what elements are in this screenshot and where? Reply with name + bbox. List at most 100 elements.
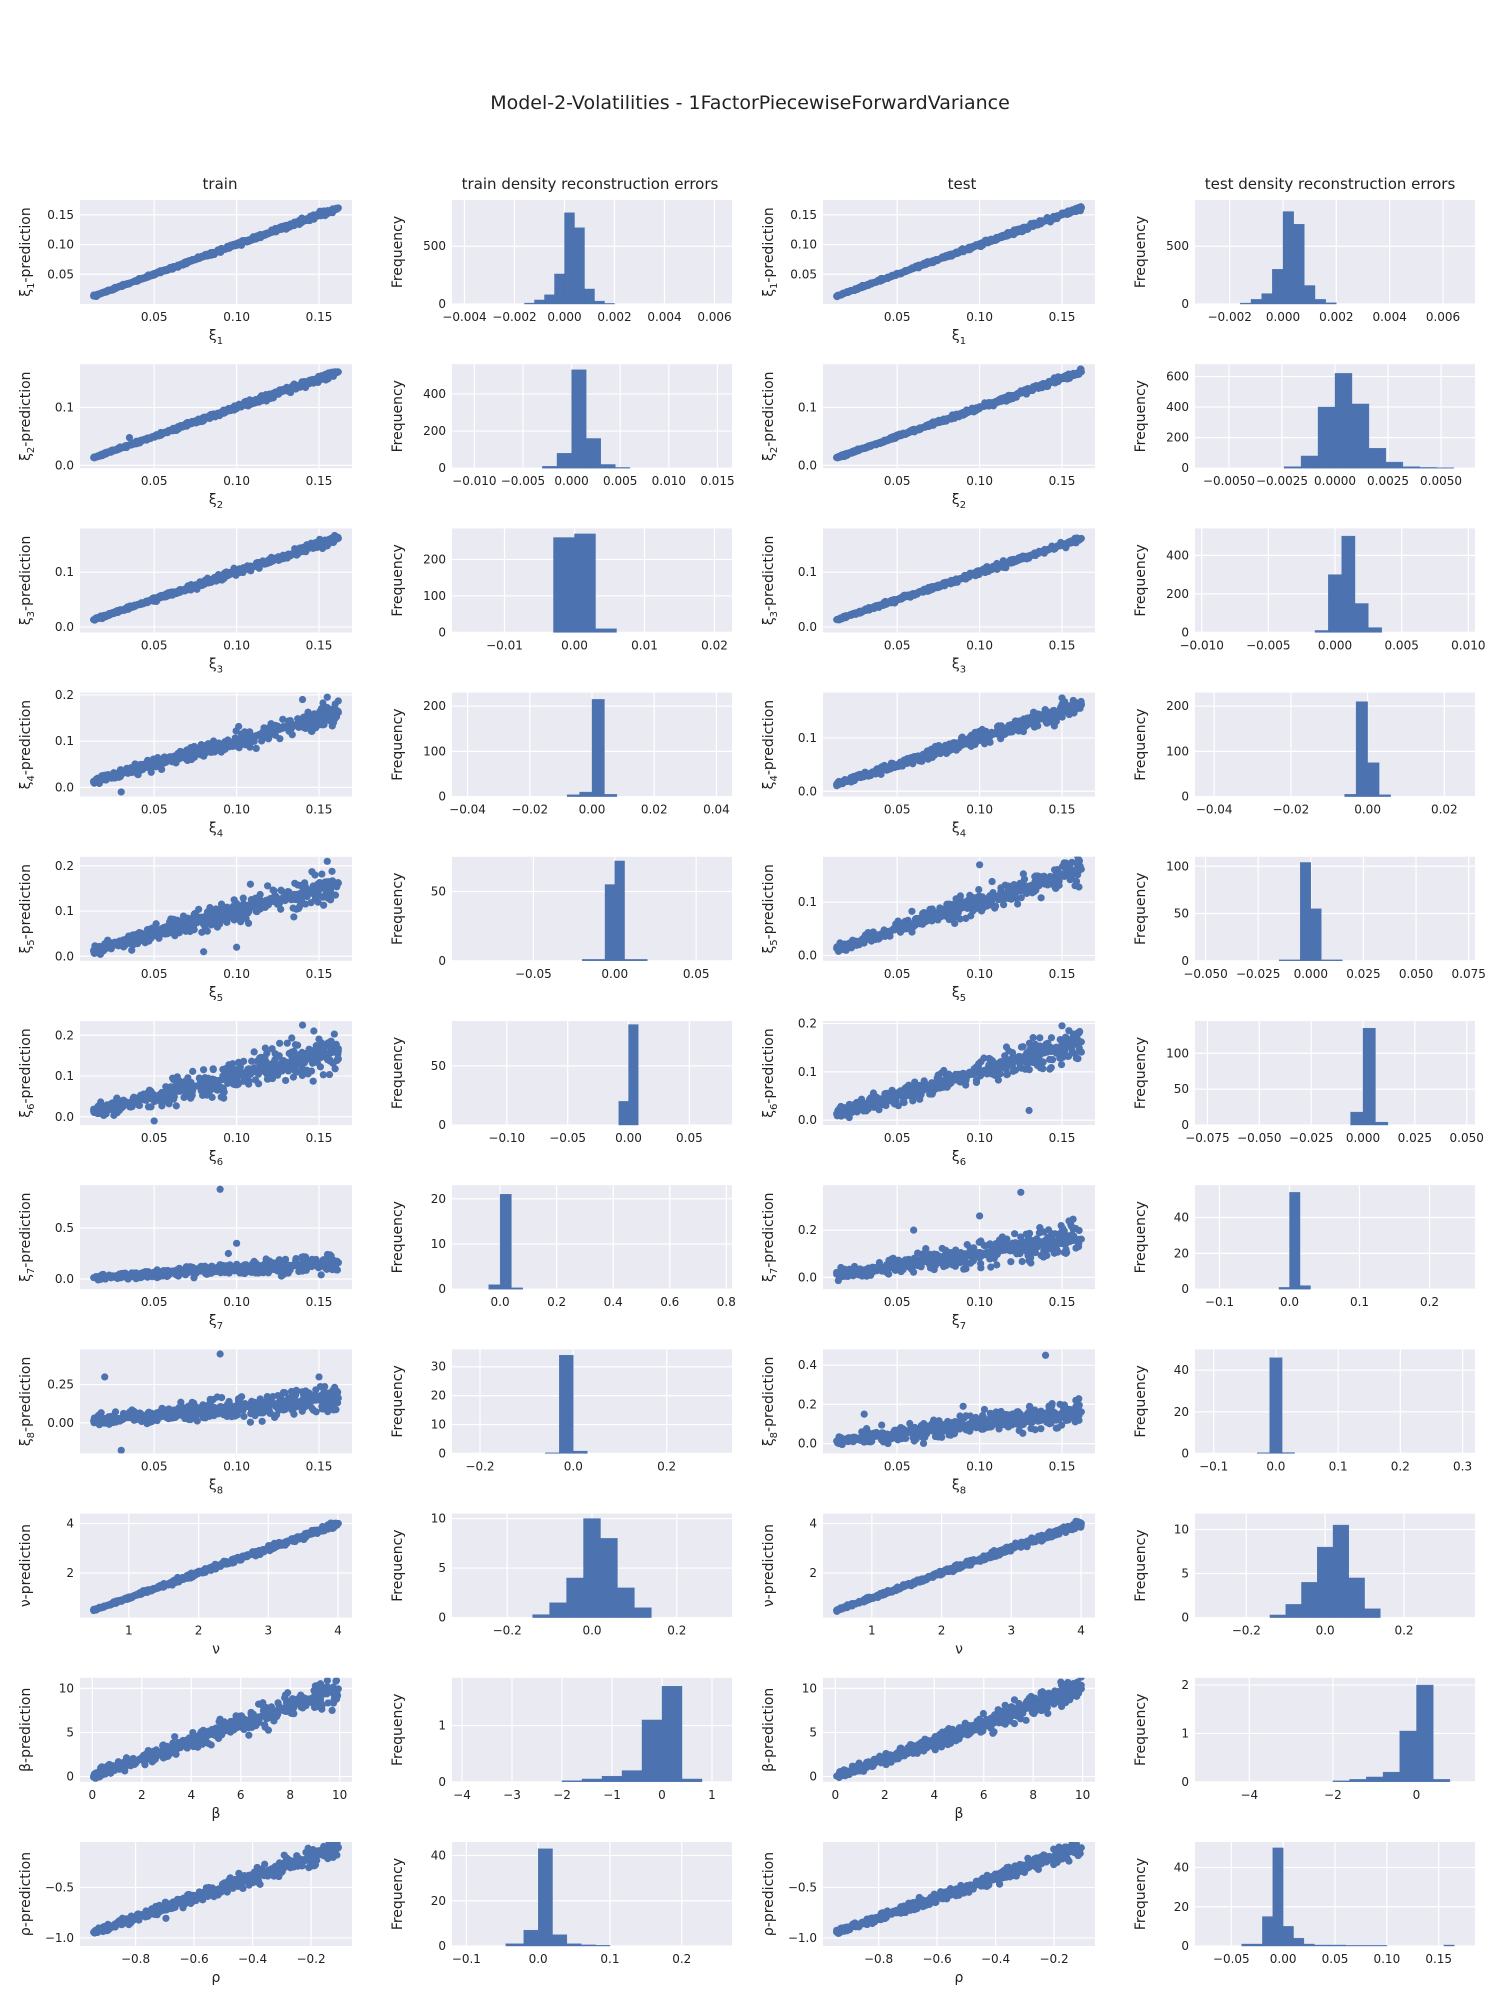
x-tick-label: −0.02 [1272,803,1309,817]
scatter-point [264,882,272,890]
histogram-bar [1321,959,1343,962]
histogram-bar [1334,373,1353,469]
y-tick-label: 0.1 [798,565,817,579]
scatter-point [331,700,339,708]
y-tick-label: 0 [1181,954,1189,968]
scatter-point [304,708,312,716]
histogram-bar [1300,455,1319,469]
scatter-core [833,701,1085,788]
scatter-point [278,887,286,895]
x-tick-label: 0.10 [223,803,250,817]
plot-area [452,200,732,304]
column-title-train-errors: train density reconstruction errors [461,175,719,193]
y-axis-label: Frequency [1133,380,1149,452]
x-tick-label: −0.004 [442,310,486,324]
histogram-bar [614,860,625,962]
scatter-point [320,720,328,729]
scatter-point [328,722,336,730]
scatter-point [988,877,996,886]
histogram-bar [1402,466,1421,469]
x-axis-label: ξ6 [209,1149,223,1168]
plot-area [1195,692,1475,797]
histogram-bar [594,300,605,305]
x-tick-label: 0.05 [884,310,911,324]
scatter-points [90,693,342,796]
x-tick-label: 0.00 [579,803,606,817]
scatter-point [324,1039,332,1047]
histogram-bar [556,453,572,469]
scatter-outlier [200,948,208,956]
y-axis-label: ξ3-prediction [18,536,37,625]
scatter-point [321,892,329,900]
y-tick-label: 0.0 [798,784,817,798]
scatter-core [90,709,342,785]
histogram-bar [554,273,565,305]
x-tick-label: 0.05 [884,638,911,652]
scatter-point [289,1073,298,1081]
scatter-point [318,870,326,878]
x-tick-label: 0.10 [223,967,250,981]
y-tick-label: 0.1 [55,904,74,918]
scatter-core [90,368,342,462]
y-tick-label: 100 [1166,859,1189,873]
scatter-core [833,368,1085,462]
y-tick-label: 0.0 [798,620,817,634]
histogram-bar [1317,406,1336,469]
x-axis-label: ξ5 [952,985,966,1004]
x-axis-label: ξ3 [952,656,966,675]
x-tick-label: 0.15 [306,638,333,652]
scatter-point [908,907,916,915]
scatter-point [310,1027,318,1035]
scatter-points [90,368,342,462]
y-tick-label: 0 [1181,297,1189,311]
scatter-point [237,918,245,926]
x-tick-label: 0.000 [1294,967,1328,981]
y-tick-label: 0.2 [55,688,74,702]
x-tick-label: 0.15 [306,310,333,324]
y-tick-label: 0.0 [55,1110,74,1124]
histogram-bar [564,212,575,305]
x-tick-label: 0.004 [647,310,681,324]
scatter-point [189,1067,197,1075]
scatter-point [290,913,298,921]
x-axis-label: ξ1 [209,328,223,347]
histogram-bar [1368,448,1387,469]
x-tick-label: 0.05 [884,803,911,817]
scatter-outlier [125,433,134,442]
x-tick-label: 0.02 [1431,803,1458,817]
scatter-point [1035,873,1043,881]
x-tick-label: 0.05 [141,638,168,652]
scatter-point [186,927,194,936]
y-axis-label: ξ2-prediction [18,371,37,460]
y-axis-label: Frequency [1133,873,1149,945]
column-title-test: test [947,175,977,193]
scatter-core [833,865,1085,952]
histogram-bar [542,466,558,469]
y-axis-label: ξ4-prediction [18,700,37,789]
y-tick-label: 500 [423,239,446,253]
scatter-point [962,914,970,922]
scatter-core [90,534,342,624]
y-tick-label: 50 [431,884,446,898]
figure-title: Model-2-Volatilities - 1FactorPiecewiseF… [490,92,1010,114]
histogram-bar [604,303,615,305]
x-tick-label: −0.04 [449,803,486,817]
y-tick-label: 0.05 [790,267,817,281]
scatter-point [1010,881,1018,889]
scatter-point [269,886,277,894]
histogram-bar [1240,302,1252,305]
x-tick-label: −0.002 [1207,310,1251,324]
scatter-point [956,915,964,923]
scatter-point [311,895,319,903]
x-tick-label: 0.10 [223,474,250,488]
scatter-point [110,1111,118,1119]
x-tick-label: 0.10 [223,1131,250,1145]
histogram-bar [1272,269,1284,305]
column-title-train: train [202,175,238,193]
x-tick-label: −0.01 [486,638,523,652]
histogram-bar [553,537,575,633]
